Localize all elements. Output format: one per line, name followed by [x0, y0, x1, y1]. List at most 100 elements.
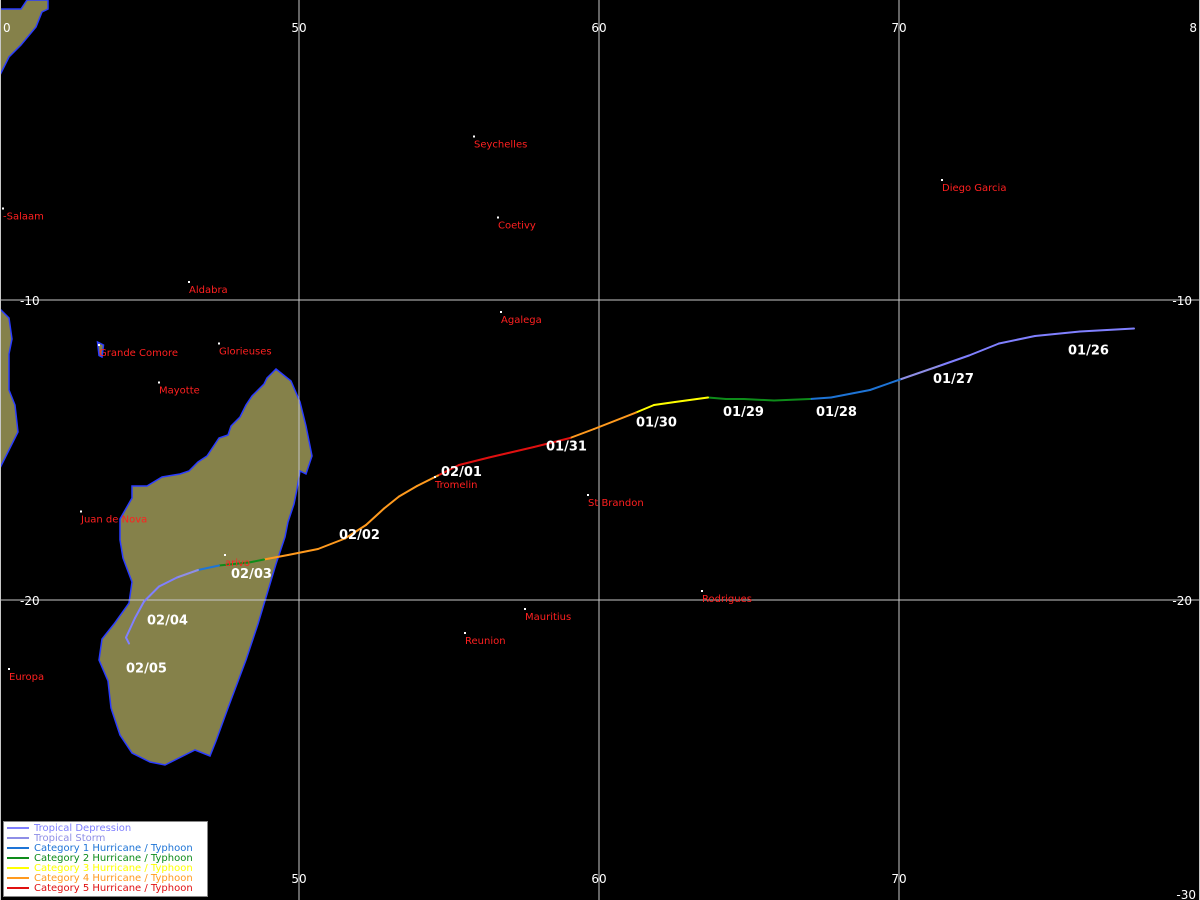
track-segment	[635, 404, 655, 414]
track-segment	[809, 396, 832, 400]
place-labels: Seychelles Diego Garcia -Salaam Coetivy Alda…	[2, 135, 1006, 683]
tick-lon-bottom-50: 50	[291, 872, 306, 886]
track-segment	[143, 585, 160, 603]
place-dot	[941, 179, 943, 181]
legend-label-td: Tropical Depression	[34, 823, 132, 834]
landmass-2	[98, 367, 313, 766]
place-dot	[2, 207, 4, 210]
track-segment	[125, 636, 130, 645]
date-label: 02/04	[147, 614, 188, 629]
legend-swatch-c4	[7, 877, 29, 879]
place-dot	[524, 608, 526, 610]
place-label: Aldabra	[189, 285, 228, 296]
place-dot	[500, 311, 502, 313]
tick-lon-bottom-60: 60	[591, 872, 606, 886]
place-label: Rodrigues	[702, 594, 752, 605]
legend-item-c4: Category 4 Hurricane / Typhoon	[7, 874, 207, 884]
legend-label-c5: Category 5 Hurricane / Typhoon	[34, 883, 193, 894]
track-segment	[869, 378, 901, 391]
track-segment	[344, 524, 367, 540]
tick-bottom-right: -30	[1176, 888, 1196, 900]
legend-label-c4: Category 4 Hurricane / Typhoon	[34, 873, 193, 884]
track-segment	[263, 554, 289, 561]
tick-lat-right-10: -10	[1172, 294, 1192, 308]
track-segment	[134, 600, 145, 619]
track-segment	[383, 495, 400, 510]
place-dot	[98, 344, 100, 346]
place-dot	[497, 216, 499, 219]
tick-lat-left-10: -10	[20, 294, 40, 308]
track-segment	[317, 537, 346, 550]
legend-item-c1: Category 1 Hurricane / Typhoon	[7, 844, 207, 854]
track-segment	[653, 401, 676, 406]
place-marker: Tromelin	[434, 476, 477, 491]
tick-corner-top-right: 8	[1189, 21, 1197, 35]
track-segment	[674, 396, 709, 403]
place-marker: Juan de Nova	[80, 510, 147, 526]
legend-swatch-td	[7, 827, 29, 829]
tick-lon-top-70: 70	[891, 21, 906, 35]
legend-swatch-c2	[7, 857, 29, 859]
date-label: 01/26	[1068, 344, 1109, 359]
place-marker: St Brandon	[587, 494, 644, 509]
tick-lat-left-20: -20	[20, 594, 40, 608]
landmass-0	[0, 0, 49, 76]
track-segment	[938, 354, 970, 367]
place-label: Grande Comore	[99, 348, 178, 359]
tick-corner-top-left: 0	[3, 21, 11, 35]
place-dot	[218, 342, 220, 345]
place-dot	[473, 135, 475, 138]
track-segment	[287, 548, 319, 556]
place-marker: Glorieuses	[218, 342, 272, 358]
place-dot	[188, 281, 190, 283]
track-segment	[968, 342, 1000, 357]
landmass-1	[0, 307, 19, 469]
legend-item-c3: Category 3 Hurricane / Typhoon	[7, 864, 207, 874]
place-label: Seychelles	[474, 140, 527, 151]
place-marker: Coetivy	[497, 216, 536, 232]
date-label: 02/02	[339, 528, 380, 543]
land-layer	[0, 0, 313, 766]
tick-lon-top-60: 60	[591, 21, 606, 35]
place-dot	[8, 668, 10, 670]
tick-lon-top-50: 50	[291, 21, 306, 35]
date-label: 01/27	[933, 372, 974, 387]
track-segment	[218, 561, 250, 567]
place-dot	[80, 510, 82, 513]
legend-label-c3: Category 3 Hurricane / Typhoon	[34, 863, 193, 874]
place-marker: Agalega	[500, 311, 542, 326]
place-label: Tromelin	[434, 480, 477, 491]
track-segment	[998, 335, 1036, 345]
legend-label-ts: Tropical Storm	[34, 833, 106, 844]
place-label: Europa	[9, 672, 44, 683]
date-labels: 01/26 01/27 01/28 01/29 01/30 01/31 02/01 02/02…	[126, 344, 1109, 677]
legend-item-c5: Category 5 Hurricane / Typhoon	[7, 884, 207, 894]
place-dot	[464, 632, 466, 634]
place-dot	[224, 554, 226, 556]
place-dot	[701, 590, 703, 592]
place-dot	[158, 381, 160, 384]
date-label: 02/01	[441, 465, 482, 480]
track-segment	[398, 485, 418, 498]
track-segment	[899, 365, 940, 381]
tick-lat-right-20: -20	[1172, 594, 1192, 608]
place-label: Mayotte	[159, 386, 200, 397]
legend-label-c2: Category 2 Hurricane / Typhoon	[34, 853, 193, 864]
track-segment	[458, 456, 490, 466]
track-segment	[1034, 330, 1081, 337]
track-segment	[830, 389, 871, 399]
legend-item-c2: Category 2 Hurricane / Typhoon	[7, 854, 207, 864]
date-label: 01/29	[723, 405, 764, 420]
legend-item-ts: Tropical Storm	[7, 834, 207, 844]
place-label: Agalega	[501, 315, 542, 326]
place-marker: Europa	[8, 668, 44, 683]
place-marker: Rodrigues	[701, 590, 752, 605]
date-label: 02/05	[126, 662, 167, 677]
place-marker: Seychelles	[473, 135, 527, 151]
track-segment	[707, 396, 727, 400]
legend-swatch-c3	[7, 867, 29, 869]
track-segment	[569, 428, 595, 439]
